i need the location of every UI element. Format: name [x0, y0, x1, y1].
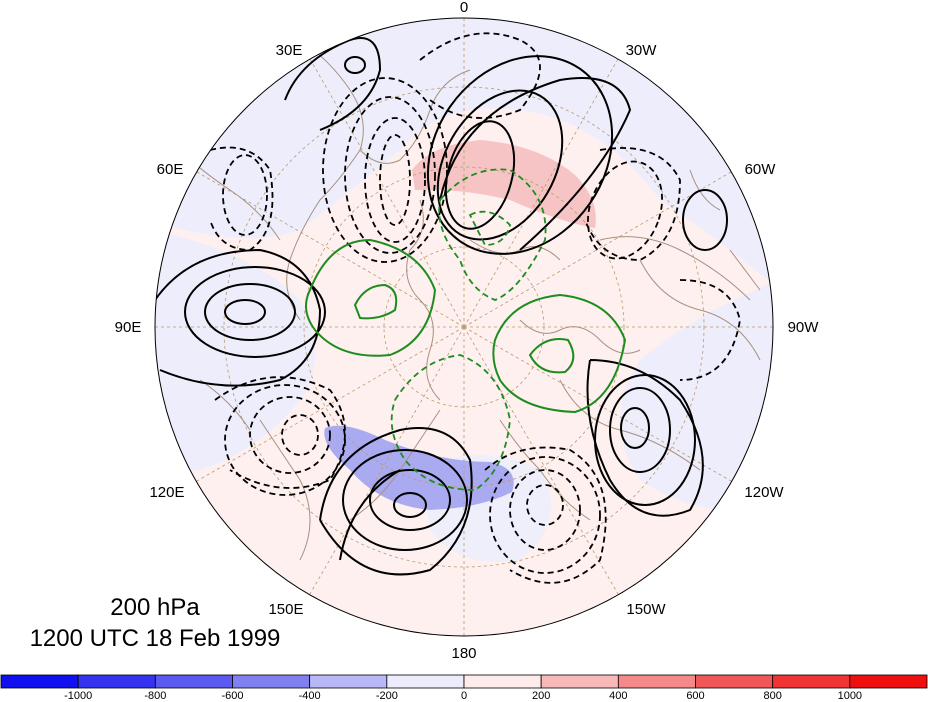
colorbar-box [772, 674, 851, 689]
shade-negative-region-west [155, 230, 315, 470]
colorbar-box [695, 674, 774, 689]
colorbar-box [77, 674, 156, 689]
caption-datetime: 1200 UTC 18 Feb 1999 [29, 625, 281, 652]
colorbar-box [386, 674, 465, 689]
lon-label-150w: 150W [626, 601, 666, 618]
caption-pressure-level: 200 hPa [110, 594, 200, 621]
lon-label-120e: 120E [149, 484, 184, 501]
colorbar-tick-label: -800 [144, 690, 166, 702]
colorbar-tick-label: 800 [763, 690, 781, 702]
lon-label-120w: 120W [744, 484, 784, 501]
lon-label-30e: 30E [276, 42, 303, 59]
colorbar-box [463, 674, 542, 689]
colorbar-box [309, 674, 388, 689]
lon-label-60w: 60W [745, 161, 777, 178]
lon-label-90w: 90W [788, 319, 820, 336]
green-contours [305, 238, 627, 414]
colorbar-tick-label: -600 [221, 690, 243, 702]
colorbar-tick-label: -200 [376, 690, 398, 702]
colorbar-box [0, 674, 79, 689]
colorbar-tick-label: 400 [609, 690, 627, 702]
lon-label-150e: 150E [268, 601, 303, 618]
negative-contours [209, 32, 741, 584]
colorbar-tick-label: 1000 [838, 690, 862, 702]
colorbar-tick-label: -400 [299, 690, 321, 702]
colorbar: -1000 -800 -600 -400 -200 0 200 400 600 800 1000 [0, 674, 928, 702]
graticule [155, 18, 773, 636]
positive-contours [155, 37, 728, 576]
green-dashed-contours [390, 168, 547, 491]
colorbar-box [232, 674, 311, 689]
colorbar-tick-label: 0 [461, 690, 467, 702]
lon-label-30w: 30W [626, 42, 658, 59]
map-border [154, 17, 774, 637]
lon-label-90e: 90E [115, 319, 142, 336]
map-disk [155, 18, 773, 636]
shade-negative-region-east [620, 280, 773, 512]
colorbar-box [154, 674, 233, 689]
shade-strong-positive-patch [412, 140, 596, 228]
lon-label-60e: 60E [157, 161, 184, 178]
colorbar-tick-label: 600 [686, 690, 704, 702]
colorbar-box [849, 674, 928, 689]
colorbar-box [617, 674, 696, 689]
colorbar-box [540, 674, 619, 689]
lon-label-0: 0 [460, 0, 468, 16]
lon-label-180: 180 [451, 645, 476, 662]
colorbar-tick-label: -1000 [64, 690, 92, 702]
colorbar-tick-label: 200 [532, 690, 550, 702]
longitude-labels: 0 30W 60W 90W 120W 150W 180 150E 120E 90… [115, 0, 820, 662]
